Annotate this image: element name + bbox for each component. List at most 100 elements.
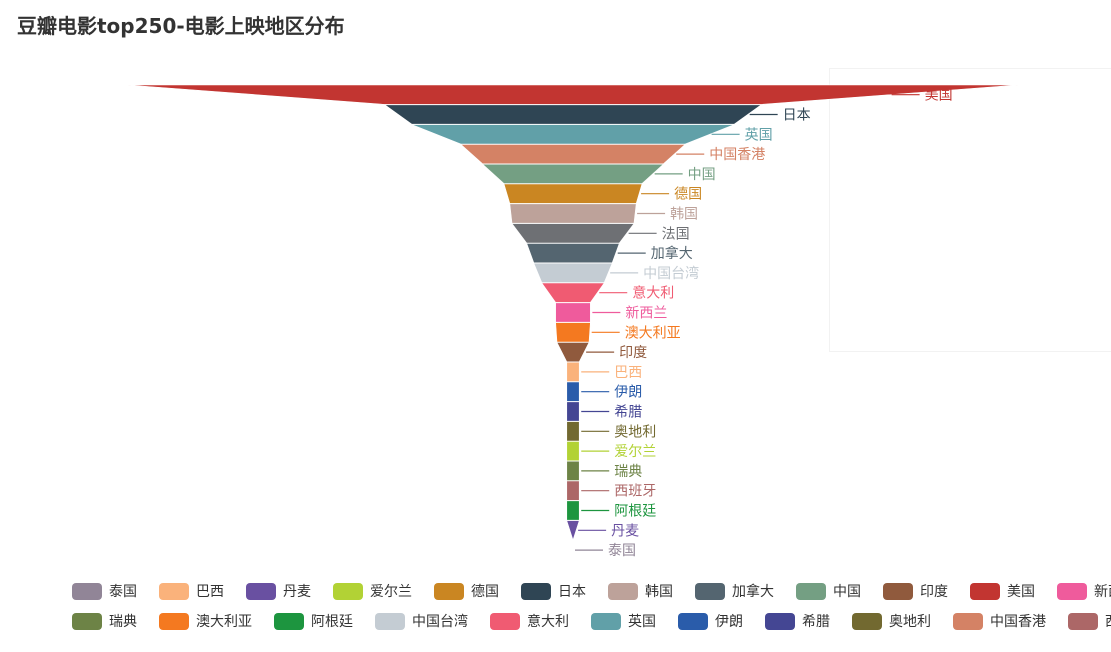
legend-item[interactable]: 阿根廷 (262, 606, 353, 636)
legend-label: 丹麦 (283, 584, 311, 600)
funnel-label-12: 新西兰 (625, 306, 667, 322)
legend-item[interactable]: 印度 (871, 576, 948, 606)
funnel-label-5: 中国 (688, 167, 716, 183)
funnel-segment-4[interactable] (460, 144, 686, 165)
funnel-segment-12[interactable] (555, 302, 591, 323)
legend-item[interactable]: 德国 (422, 576, 499, 606)
legend-item[interactable]: 巴西 (147, 576, 224, 606)
funnel-segment-19[interactable] (566, 441, 580, 462)
legend-item[interactable]: 新西兰 (1045, 576, 1111, 606)
funnel-segment-20[interactable] (566, 460, 580, 481)
funnel-label-6: 德国 (674, 187, 702, 203)
legend-item[interactable]: 中国香港 (941, 606, 1046, 636)
legend-swatch (72, 612, 102, 630)
legend-label: 希腊 (802, 614, 830, 630)
funnel-segment-18[interactable] (566, 421, 580, 442)
funnel-segment-2[interactable] (383, 104, 763, 125)
legend-label: 美国 (1007, 584, 1035, 600)
legend-item[interactable]: 西班牙 (1056, 606, 1111, 636)
legend-swatch (246, 582, 276, 600)
funnel-segment-15[interactable] (566, 361, 580, 382)
legend-swatch (883, 582, 913, 600)
legend-label: 中国台湾 (412, 614, 468, 630)
funnel-segment-14[interactable] (556, 342, 590, 363)
funnel-segment-23[interactable] (566, 520, 580, 541)
funnel-segment-8[interactable] (511, 223, 635, 244)
legend-label: 德国 (471, 584, 499, 600)
legend-row-2: 瑞典 澳大利亚 阿根廷 中国台湾 意大利 英国 伊朗 希腊 奥地利 中国香港 西班牙 (60, 606, 1111, 636)
funnel-label-19: 爱尔兰 (614, 444, 656, 460)
legend-swatch (274, 612, 304, 630)
legend-row-1: 泰国 巴西 丹麦 爱尔兰 德国 日本 韩国 加拿大 中国 印度 美国 新西兰 (60, 576, 1111, 606)
legend-label: 阿根廷 (311, 614, 353, 630)
legend-swatch (1068, 612, 1098, 630)
legend-swatch (159, 582, 189, 600)
funnel-label-1: 美国 (925, 88, 953, 104)
legend-item[interactable]: 韩国 (596, 576, 673, 606)
legend-label: 西班牙 (1105, 611, 1111, 631)
funnel-segment-11[interactable] (541, 282, 605, 303)
legend-swatch (375, 612, 405, 630)
funnel-segment-22[interactable] (566, 500, 580, 521)
legend-swatch (852, 612, 882, 630)
funnel-label-16: 伊朗 (614, 385, 642, 401)
legend-item[interactable]: 意大利 (478, 606, 569, 636)
legend-item[interactable]: 希腊 (753, 606, 830, 636)
legend-label: 瑞典 (109, 614, 137, 630)
legend-swatch (953, 612, 983, 630)
funnel-segment-3[interactable] (411, 124, 735, 145)
legend-label: 泰国 (109, 584, 137, 600)
legend-item[interactable]: 伊朗 (666, 606, 743, 636)
funnel-segment-5[interactable] (481, 163, 665, 184)
legend-swatch (434, 582, 464, 600)
legend-label: 韩国 (645, 584, 673, 600)
funnel-label-11: 意大利 (632, 285, 674, 302)
funnel-label-8: 法国 (662, 226, 690, 242)
legend-item[interactable]: 英国 (579, 606, 656, 636)
legend-item[interactable]: 日本 (509, 576, 586, 606)
legend-item[interactable]: 瑞典 (60, 606, 137, 636)
funnel-label-2: 日本 (783, 108, 811, 124)
legend-swatch (695, 582, 725, 600)
legend-swatch (608, 582, 638, 600)
funnel-label-24: 泰国 (608, 543, 636, 559)
legend-item[interactable]: 美国 (958, 576, 1035, 606)
funnel-segment-1[interactable] (127, 84, 1019, 105)
legend-item[interactable]: 泰国 (60, 576, 137, 606)
funnel-segment-6[interactable] (503, 183, 643, 204)
legend-item[interactable]: 奥地利 (840, 606, 931, 636)
legend-label: 印度 (920, 584, 948, 600)
legend-label: 澳大利亚 (196, 614, 252, 630)
legend-item[interactable]: 中国台湾 (363, 606, 468, 636)
legend: 泰国 巴西 丹麦 爱尔兰 德国 日本 韩国 加拿大 中国 印度 美国 新西兰瑞典 澳大利亚 阿根廷 中国台湾… (60, 576, 1111, 636)
funnel-label-18: 奥地利 (614, 423, 656, 440)
funnel-segment-21[interactable] (566, 480, 580, 501)
legend-label: 巴西 (196, 584, 224, 600)
legend-item[interactable]: 爱尔兰 (321, 576, 412, 606)
funnel-segment-17[interactable] (566, 401, 580, 422)
legend-item[interactable]: 丹麦 (234, 576, 311, 606)
funnel-segment-9[interactable] (526, 243, 620, 264)
funnel-chart[interactable]: 美国日本英国中国香港中国德国韩国法国加拿大中国台湾意大利新西兰澳大利亚印度巴西伊… (0, 0, 1111, 570)
legend-item[interactable]: 加拿大 (683, 576, 774, 606)
funnel-label-13: 澳大利亚 (625, 325, 681, 341)
funnel-segment-7[interactable] (509, 203, 637, 224)
funnel-label-14: 印度 (619, 345, 647, 361)
legend-swatch (521, 582, 551, 600)
funnel-segment-16[interactable] (566, 381, 580, 402)
legend-item[interactable]: 中国 (784, 576, 861, 606)
legend-swatch (678, 612, 708, 630)
legend-label: 奥地利 (889, 614, 931, 630)
legend-label: 加拿大 (732, 584, 774, 600)
legend-swatch (970, 582, 1000, 600)
funnel-segment-10[interactable] (533, 262, 613, 283)
funnel-label-23: 丹麦 (611, 523, 639, 539)
legend-item[interactable]: 澳大利亚 (147, 606, 252, 636)
funnel-label-21: 西班牙 (614, 484, 656, 500)
funnel-segment-13[interactable] (555, 322, 591, 343)
legend-label: 伊朗 (715, 614, 743, 630)
legend-swatch (765, 612, 795, 630)
legend-label: 中国 (833, 584, 861, 600)
funnel-label-4: 中国香港 (709, 147, 765, 163)
legend-label: 日本 (558, 584, 586, 600)
